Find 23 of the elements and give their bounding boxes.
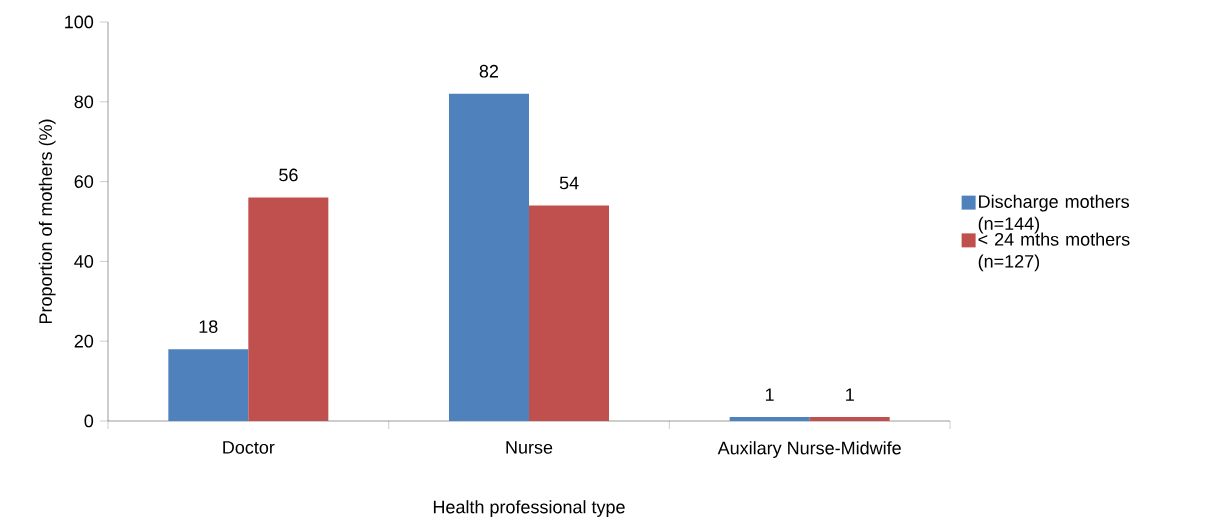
bar	[529, 205, 609, 421]
data-label: 18	[199, 320, 218, 333]
y-tick-label: 80	[74, 95, 94, 109]
y-axis-title: Proportion of mothers (%)	[38, 119, 56, 324]
data-label: 1	[846, 388, 854, 401]
data-label: 56	[279, 168, 298, 182]
x-tick-label: Nurse	[506, 441, 553, 454]
x-axis-title: Health professional type	[433, 500, 625, 517]
bar	[168, 349, 249, 421]
bar	[729, 417, 810, 421]
data-label: 54	[559, 176, 579, 190]
data-label: 82	[479, 64, 499, 78]
y-tick-label: 60	[74, 175, 94, 188]
y-tick-label: 40	[74, 255, 94, 268]
bar	[449, 93, 529, 421]
x-tick-label: Doctor	[223, 441, 275, 454]
bar	[248, 197, 329, 421]
data-label: 1	[765, 388, 774, 401]
y-tick-label: 100	[65, 15, 94, 29]
x-tick-label: Auxilary Nurse-Midwife	[717, 441, 901, 458]
y-tick-label: 0	[84, 414, 94, 428]
y-tick-label: 20	[74, 334, 94, 348]
bar	[809, 417, 890, 421]
